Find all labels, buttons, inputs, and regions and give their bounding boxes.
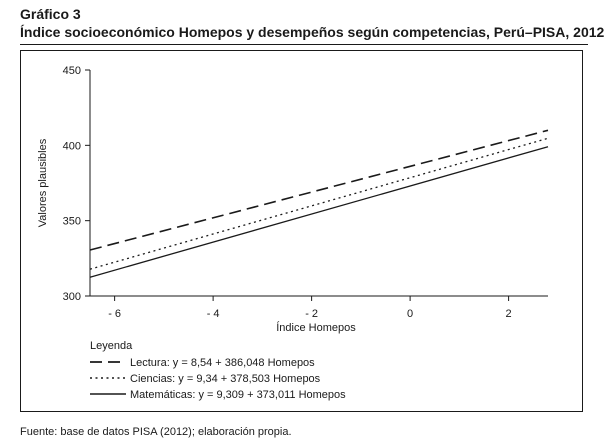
legend-label-1: Lectura: y = 8,54 + 386,048 Homepos [130, 357, 315, 369]
title-rule [20, 44, 588, 45]
legend-title: Leyenda [90, 340, 133, 352]
series-line-2 [89, 137, 549, 270]
x-axis: - 6 - 4 - 2 0 2 [90, 295, 548, 320]
y-tick-label: 300 [63, 291, 81, 303]
y-tick-label: 350 [63, 216, 81, 228]
series-line-3 [89, 146, 549, 278]
y-axis: 300 350 400 450 [63, 65, 91, 303]
x-tick-label: 0 [407, 308, 413, 320]
y-tick-label: 400 [63, 140, 81, 152]
plot-series [89, 129, 549, 278]
x-tick-label: - 4 [207, 308, 220, 320]
series-line-1 [89, 129, 549, 251]
x-tick-label: - 2 [305, 308, 318, 320]
figure-frame [20, 50, 583, 412]
legend-label-3: Matemáticas: y = 9,309 + 373,011 Homepos [130, 389, 346, 401]
y-axis-title: Valores plausibles [37, 138, 49, 227]
x-tick-label: - 6 [108, 308, 121, 320]
y-tick-label: 450 [63, 65, 81, 77]
x-tick-label: 2 [506, 308, 512, 320]
legend: Lectura: y = 8,54 + 386,048 Homepos Cienc… [90, 357, 346, 401]
figure-source: Fuente: base de datos PISA (2012); elabo… [20, 426, 292, 438]
figure-label: Gráfico 3 [20, 6, 81, 22]
figure-title: Índice socioeconómico Homepos y desempeñ… [20, 24, 605, 40]
legend-label-2: Ciencias: y = 9,34 + 378,503 Homepos [130, 373, 321, 385]
x-axis-title: Índice Homepos [276, 321, 356, 334]
